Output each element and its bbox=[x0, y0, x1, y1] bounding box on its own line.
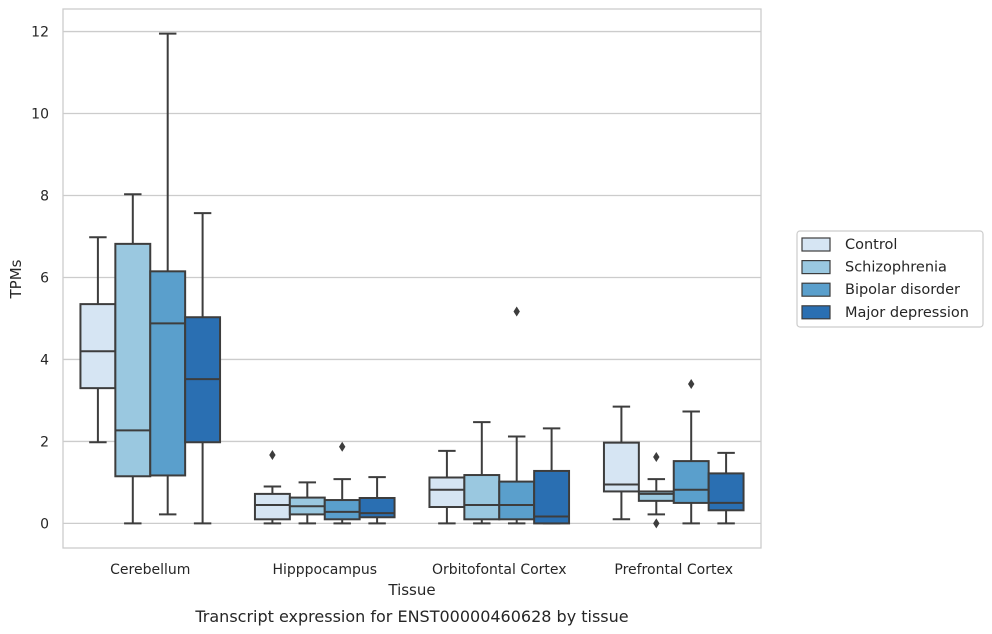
outlier-point bbox=[688, 379, 695, 390]
legend-swatch bbox=[801, 282, 831, 297]
box-0-1 bbox=[114, 193, 152, 525]
y-axis-label: TPMs bbox=[7, 259, 25, 299]
legend-label: Control bbox=[845, 237, 897, 253]
outlier-point bbox=[513, 306, 520, 317]
box-body bbox=[707, 472, 745, 512]
y-tick-label: 6 bbox=[40, 270, 49, 286]
chart-title: Transcript expression for ENST0000046062… bbox=[194, 607, 628, 626]
box-3-0 bbox=[602, 405, 640, 521]
box-0-0 bbox=[79, 236, 117, 444]
outlier-point bbox=[653, 518, 660, 529]
box-body bbox=[79, 303, 117, 390]
y-tick-label: 4 bbox=[40, 352, 49, 368]
outlier-point bbox=[339, 441, 346, 452]
box-2-3 bbox=[533, 427, 571, 525]
box-body bbox=[428, 476, 466, 509]
box-body bbox=[498, 480, 536, 521]
y-axis-ticks: 0 2 4 6 8 10 12 bbox=[31, 25, 49, 533]
box-1-1 bbox=[288, 481, 326, 525]
legend-swatch bbox=[801, 305, 831, 320]
y-tick-label: 10 bbox=[31, 107, 49, 123]
legend-label: Schizophrenia bbox=[845, 260, 947, 276]
legend-frame bbox=[796, 230, 984, 328]
box-1-3 bbox=[358, 476, 396, 525]
box-body bbox=[463, 474, 501, 521]
box-body bbox=[358, 496, 396, 519]
box-body bbox=[672, 460, 710, 504]
box-body bbox=[253, 492, 291, 521]
legend-label: Major depression bbox=[845, 305, 969, 321]
legend-swatch bbox=[801, 237, 831, 252]
legend-label: Bipolar disorder bbox=[845, 282, 960, 298]
x-tick-label: Prefrontal Cortex bbox=[614, 562, 733, 578]
outlier-point bbox=[653, 452, 660, 463]
box-2-0 bbox=[428, 449, 466, 525]
y-tick-label: 2 bbox=[40, 434, 49, 450]
y-tick-label: 12 bbox=[31, 25, 49, 41]
box-body bbox=[114, 242, 152, 478]
box-body bbox=[323, 499, 361, 521]
box-2-2 bbox=[498, 306, 536, 525]
box-body bbox=[149, 270, 187, 477]
x-axis-ticks: Cerebellum Hipppocampus Orbitofontal Corte… bbox=[110, 562, 733, 578]
legend: Control Schizophrenia Bipolar disorder Majo… bbox=[796, 230, 984, 328]
outlier-point bbox=[269, 449, 276, 460]
box-body bbox=[602, 441, 640, 493]
box-3-3 bbox=[707, 451, 745, 525]
box-0-2 bbox=[149, 32, 187, 516]
y-tick-label: 0 bbox=[40, 516, 49, 532]
x-tick-label: Orbitofontal Cortex bbox=[432, 562, 567, 578]
box-body bbox=[533, 469, 571, 525]
x-tick-label: Hipppocampus bbox=[272, 562, 377, 578]
x-tick-label: Cerebellum bbox=[110, 562, 190, 578]
box-body bbox=[637, 490, 675, 502]
box-3-2 bbox=[672, 379, 710, 525]
box-0-3 bbox=[184, 212, 222, 525]
box-2-1 bbox=[463, 421, 501, 525]
y-tick-label: 8 bbox=[40, 188, 49, 204]
x-axis-label: Tissue bbox=[387, 581, 435, 599]
box-plot-boxes bbox=[79, 32, 745, 529]
box-1-0 bbox=[253, 449, 291, 525]
plot-frame bbox=[62, 8, 762, 549]
box-3-1 bbox=[637, 452, 675, 529]
legend-swatch bbox=[801, 260, 831, 275]
box-1-2 bbox=[323, 441, 361, 525]
